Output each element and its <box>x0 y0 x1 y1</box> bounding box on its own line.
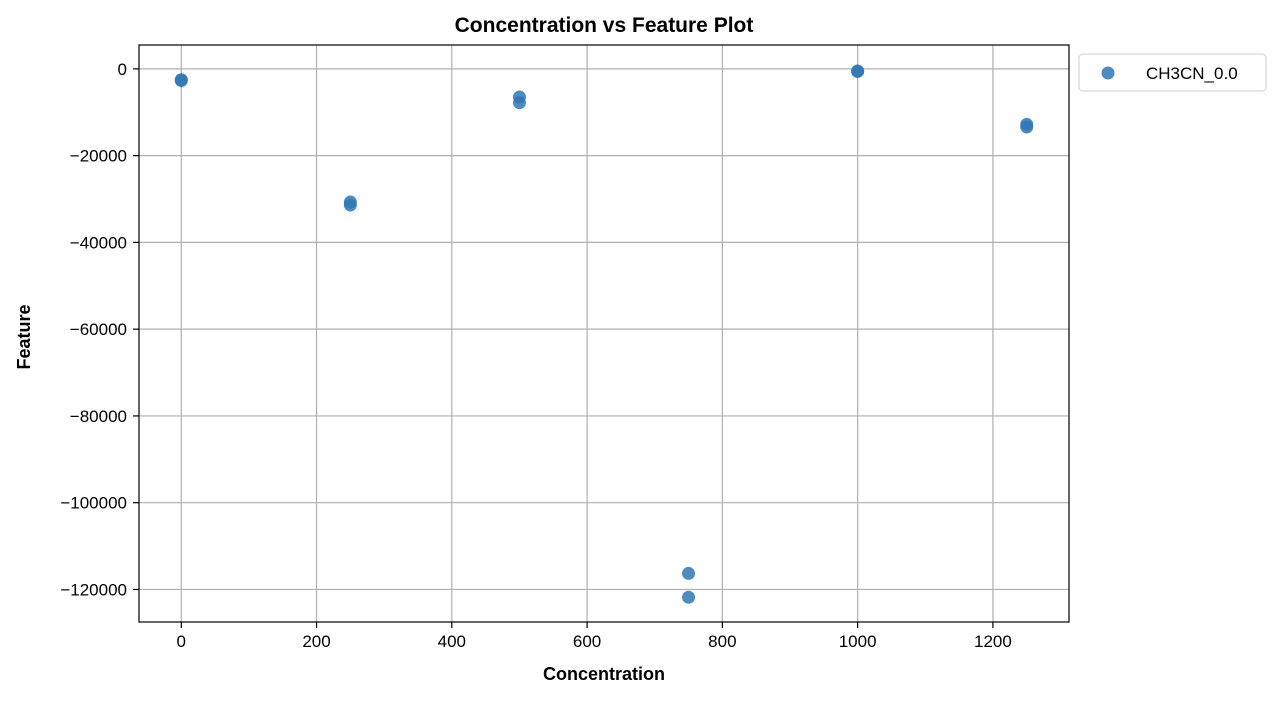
x-tick-label: 0 <box>177 632 186 651</box>
legend: CH3CN_0.0 <box>1078 53 1267 92</box>
grid-lines <box>139 45 1069 622</box>
x-axis-title: Concentration <box>543 664 665 684</box>
y-tick-label: −60000 <box>70 320 127 339</box>
x-axis-ticks: 0 200 400 600 800 1000 1200 <box>177 622 1012 651</box>
y-tick-label: −100000 <box>60 494 127 513</box>
data-points <box>174 64 1034 604</box>
y-tick-label: 0 <box>118 60 127 79</box>
chart-title: Concentration vs Feature Plot <box>455 14 754 37</box>
data-point <box>343 198 357 212</box>
y-tick-label: −80000 <box>70 407 127 426</box>
y-tick-label: −20000 <box>70 147 127 166</box>
legend-label-ch3cn: CH3CN_0.0 <box>1146 64 1238 83</box>
data-point <box>512 96 526 110</box>
legend-box <box>1078 53 1267 92</box>
x-tick-label: 200 <box>302 632 330 651</box>
x-tick-label: 1000 <box>839 632 877 651</box>
y-axis-title: Feature <box>14 304 34 369</box>
x-tick-label: 600 <box>573 632 601 651</box>
y-tick-label: −120000 <box>60 580 127 599</box>
data-point <box>682 566 696 580</box>
legend-marker-ch3cn <box>1101 66 1115 80</box>
x-tick-label: 1200 <box>974 632 1012 651</box>
data-point <box>174 74 188 88</box>
y-tick-label: −40000 <box>70 233 127 252</box>
plot-area-frame <box>138 44 1070 623</box>
x-tick-label: 800 <box>708 632 736 651</box>
data-point <box>851 64 865 78</box>
data-point <box>682 590 696 604</box>
y-axis-ticks: 0 −20000 −40000 −60000 −80000 −100000 −120000 <box>60 60 139 599</box>
data-point <box>1020 120 1034 134</box>
x-tick-label: 400 <box>438 632 466 651</box>
